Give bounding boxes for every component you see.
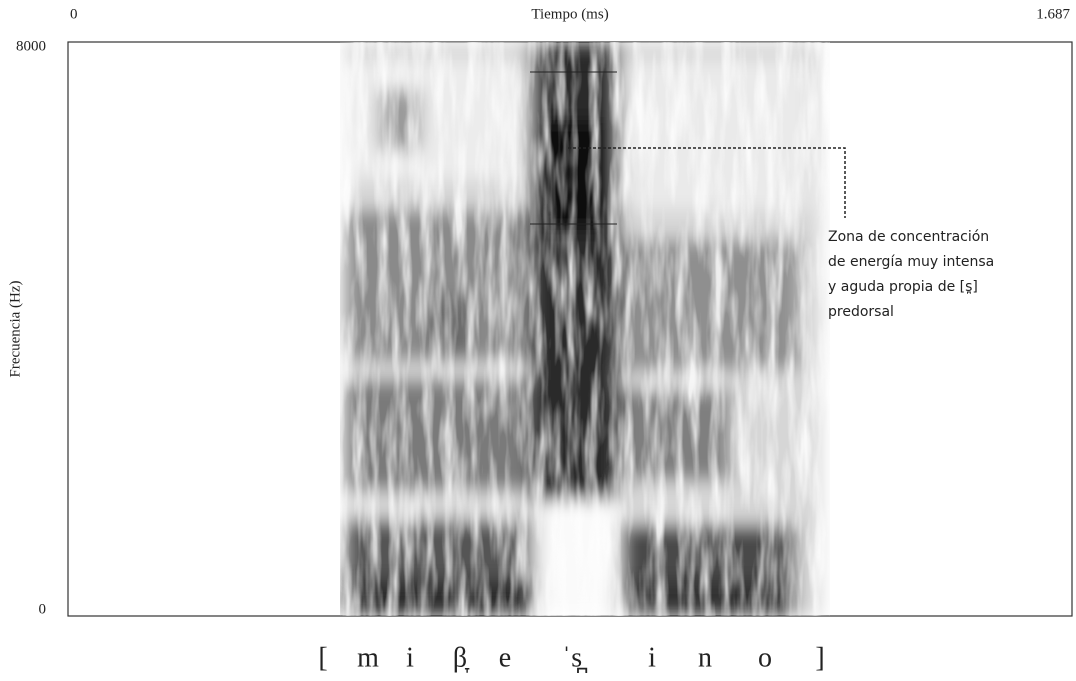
annotation-text: predorsal (828, 304, 894, 320)
annotation-leader (568, 147, 846, 218)
transcription-symbol: [ (318, 642, 327, 673)
transcription-symbol: o (758, 642, 772, 673)
annotation-text: y aguda propia de [s̪] (828, 279, 978, 295)
transcription-symbol: m (357, 642, 379, 673)
spectrogram-image (340, 42, 830, 616)
transcription-symbol: i (648, 642, 656, 673)
x-tick-label: 1.687 (1036, 6, 1070, 22)
transcription-symbol: ] (815, 642, 824, 673)
transcription-symbol: n (698, 642, 712, 673)
annotation-text: de energía muy intensa (828, 254, 994, 270)
transcription-symbol: e (499, 642, 511, 673)
y-tick-label: 8000 (16, 38, 46, 54)
transcription-symbol: ˈs̪ (562, 642, 588, 673)
x-tick-label: 0 (70, 6, 78, 22)
x-axis-label: Tiempo (ms) (531, 6, 608, 22)
annotation-text: Zona de concentración (828, 229, 989, 245)
transcription-symbol: i (406, 642, 414, 673)
y-tick-label: 0 (39, 601, 47, 617)
transcription-symbol: β̞ (453, 642, 470, 673)
y-axis-label: Frecuencia (Hz) (7, 280, 23, 377)
